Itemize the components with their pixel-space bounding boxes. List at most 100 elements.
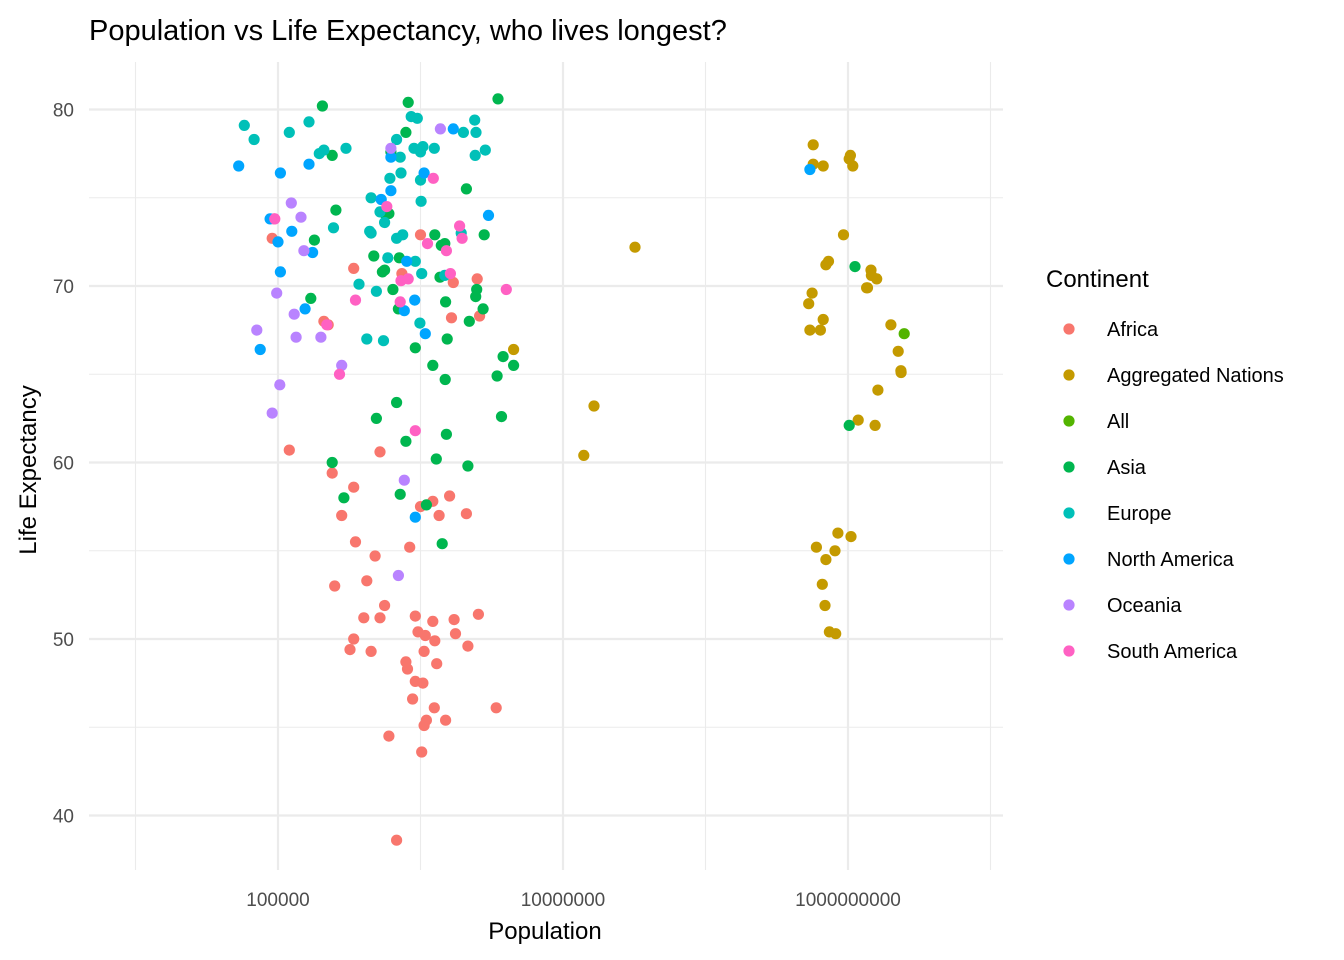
data-point bbox=[444, 490, 456, 502]
data-point bbox=[507, 359, 520, 371]
data-point bbox=[333, 368, 346, 380]
data-point bbox=[269, 213, 281, 225]
data-point bbox=[837, 229, 850, 241]
data-point bbox=[365, 227, 377, 239]
data-point bbox=[285, 197, 297, 209]
data-point bbox=[385, 151, 397, 163]
data-point bbox=[238, 119, 250, 131]
data-point bbox=[398, 305, 410, 317]
data-point bbox=[832, 527, 844, 539]
data-point bbox=[440, 245, 452, 257]
data-point bbox=[397, 229, 409, 241]
data-point bbox=[340, 142, 352, 154]
legend-key bbox=[1063, 507, 1075, 519]
legend-label: All bbox=[1107, 411, 1129, 433]
data-point bbox=[434, 123, 446, 135]
data-point bbox=[806, 287, 818, 299]
data-point bbox=[353, 278, 365, 290]
data-point bbox=[885, 319, 897, 331]
data-point bbox=[414, 317, 426, 329]
legend-items: Africa Aggregated Nations All Asia Europe Nor… bbox=[1063, 319, 1284, 663]
data-point bbox=[471, 273, 483, 285]
legend-label: South America bbox=[1107, 641, 1238, 663]
data-point bbox=[361, 575, 373, 587]
data-point bbox=[482, 209, 495, 221]
data-point bbox=[414, 229, 427, 241]
data-point bbox=[370, 285, 382, 297]
data-point bbox=[895, 366, 907, 379]
data-point bbox=[427, 359, 439, 371]
data-point bbox=[588, 400, 600, 412]
x-tick-label: 10000000 bbox=[521, 890, 606, 911]
data-point bbox=[462, 460, 474, 472]
data-point bbox=[318, 144, 330, 156]
data-point bbox=[305, 292, 317, 304]
data-point bbox=[440, 296, 452, 308]
data-point bbox=[447, 276, 459, 289]
data-point bbox=[872, 384, 884, 396]
data-point bbox=[254, 343, 266, 356]
data-point bbox=[369, 550, 381, 562]
data-point bbox=[816, 578, 828, 590]
data-point bbox=[444, 268, 456, 280]
data-point bbox=[457, 126, 469, 138]
y-tick-label: 40 bbox=[53, 807, 74, 828]
data-point bbox=[433, 509, 445, 522]
legend-key bbox=[1063, 323, 1075, 335]
data-point bbox=[409, 511, 421, 523]
data-point bbox=[349, 294, 362, 306]
data-point bbox=[379, 216, 391, 229]
data-point bbox=[374, 446, 386, 458]
data-point bbox=[447, 123, 459, 135]
data-point bbox=[394, 488, 406, 500]
data-point bbox=[629, 241, 641, 253]
data-point bbox=[365, 645, 377, 658]
data-point bbox=[416, 268, 428, 280]
data-point bbox=[892, 345, 904, 357]
data-point bbox=[478, 229, 490, 241]
data-point bbox=[479, 144, 491, 156]
data-point bbox=[418, 645, 430, 658]
data-point bbox=[349, 536, 362, 548]
legend-label: Aggregated Nations bbox=[1107, 365, 1284, 387]
chart-title: Population vs Life Expectancy, who lives… bbox=[89, 15, 727, 47]
data-point bbox=[379, 599, 391, 612]
data-point bbox=[810, 541, 823, 553]
data-point bbox=[344, 644, 356, 656]
data-point bbox=[472, 608, 484, 620]
data-point bbox=[460, 508, 472, 520]
data-point bbox=[419, 328, 431, 340]
data-point bbox=[477, 303, 489, 315]
data-point bbox=[400, 435, 412, 447]
data-point bbox=[429, 635, 441, 647]
data-point bbox=[286, 225, 298, 237]
data-point bbox=[383, 730, 395, 742]
data-point bbox=[271, 287, 283, 299]
data-point bbox=[492, 93, 504, 105]
data-point bbox=[402, 96, 414, 108]
data-point bbox=[379, 264, 391, 276]
data-point bbox=[871, 273, 883, 285]
data-point bbox=[409, 255, 421, 267]
data-point bbox=[420, 714, 432, 726]
legend-key bbox=[1063, 645, 1075, 657]
data-point bbox=[441, 333, 453, 345]
data-point bbox=[431, 658, 443, 670]
data-point bbox=[869, 419, 881, 431]
data-point bbox=[417, 677, 429, 689]
data-point bbox=[404, 541, 416, 553]
x-tick-label: 100000 bbox=[246, 890, 309, 911]
data-point bbox=[843, 419, 855, 431]
data-point bbox=[283, 444, 295, 456]
data-point bbox=[463, 315, 475, 327]
data-point bbox=[804, 163, 816, 176]
data-point bbox=[326, 149, 338, 161]
data-point bbox=[427, 615, 439, 628]
data-point bbox=[398, 474, 410, 486]
data-point bbox=[391, 133, 403, 146]
data-point bbox=[233, 160, 245, 172]
data-point bbox=[274, 167, 286, 179]
x-axis-tick-labels: 100000 10000000 1000000000 bbox=[246, 890, 901, 911]
data-point bbox=[358, 612, 370, 624]
